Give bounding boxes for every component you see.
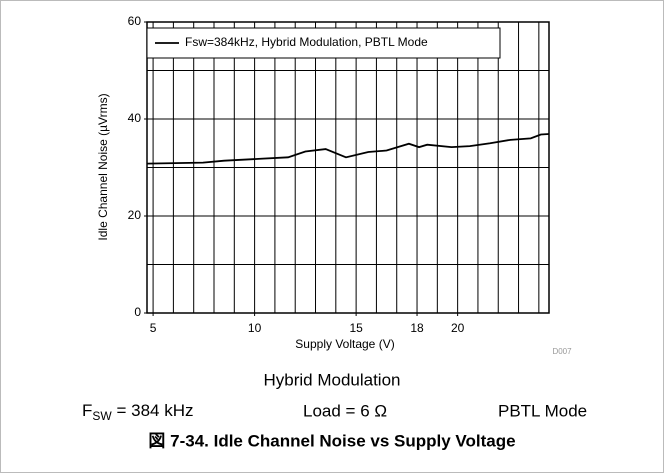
x-axis-label: Supply Voltage (V): [295, 337, 394, 351]
symbol: F: [82, 401, 92, 420]
y-tick-label: 0: [134, 305, 141, 319]
y-tick-label: 60: [128, 14, 142, 28]
x-tick-label: 10: [248, 321, 262, 335]
condition: PBTL Mode: [498, 401, 587, 420]
x-tick-label: 18: [410, 321, 424, 335]
y-tick-label: 20: [128, 208, 142, 222]
subtitle: Hybrid Modulation: [263, 370, 400, 389]
y-tick-label: 40: [128, 111, 142, 125]
condition: Load = 6 Ω: [303, 401, 387, 420]
figure-id: D007: [552, 347, 572, 356]
y-axis-label: Idle Channel Noise (µVrms): [96, 93, 110, 240]
data-line: [146, 133, 550, 165]
x-tick-label: 5: [150, 321, 157, 335]
condition: FSW = 384 kHz: [82, 401, 193, 423]
x-tick-label: 15: [349, 321, 363, 335]
condition-text: = 384 kHz: [112, 401, 194, 420]
caption: 図 7-34. Idle Channel Noise vs Supply Vol…: [148, 431, 515, 450]
x-tick-label: 20: [451, 321, 465, 335]
plot-border: [146, 21, 550, 314]
legend-label: Fsw=384kHz, Hybrid Modulation, PBTL Mode: [185, 35, 428, 49]
legend-box: [146, 27, 501, 59]
subscript: SW: [92, 409, 112, 423]
